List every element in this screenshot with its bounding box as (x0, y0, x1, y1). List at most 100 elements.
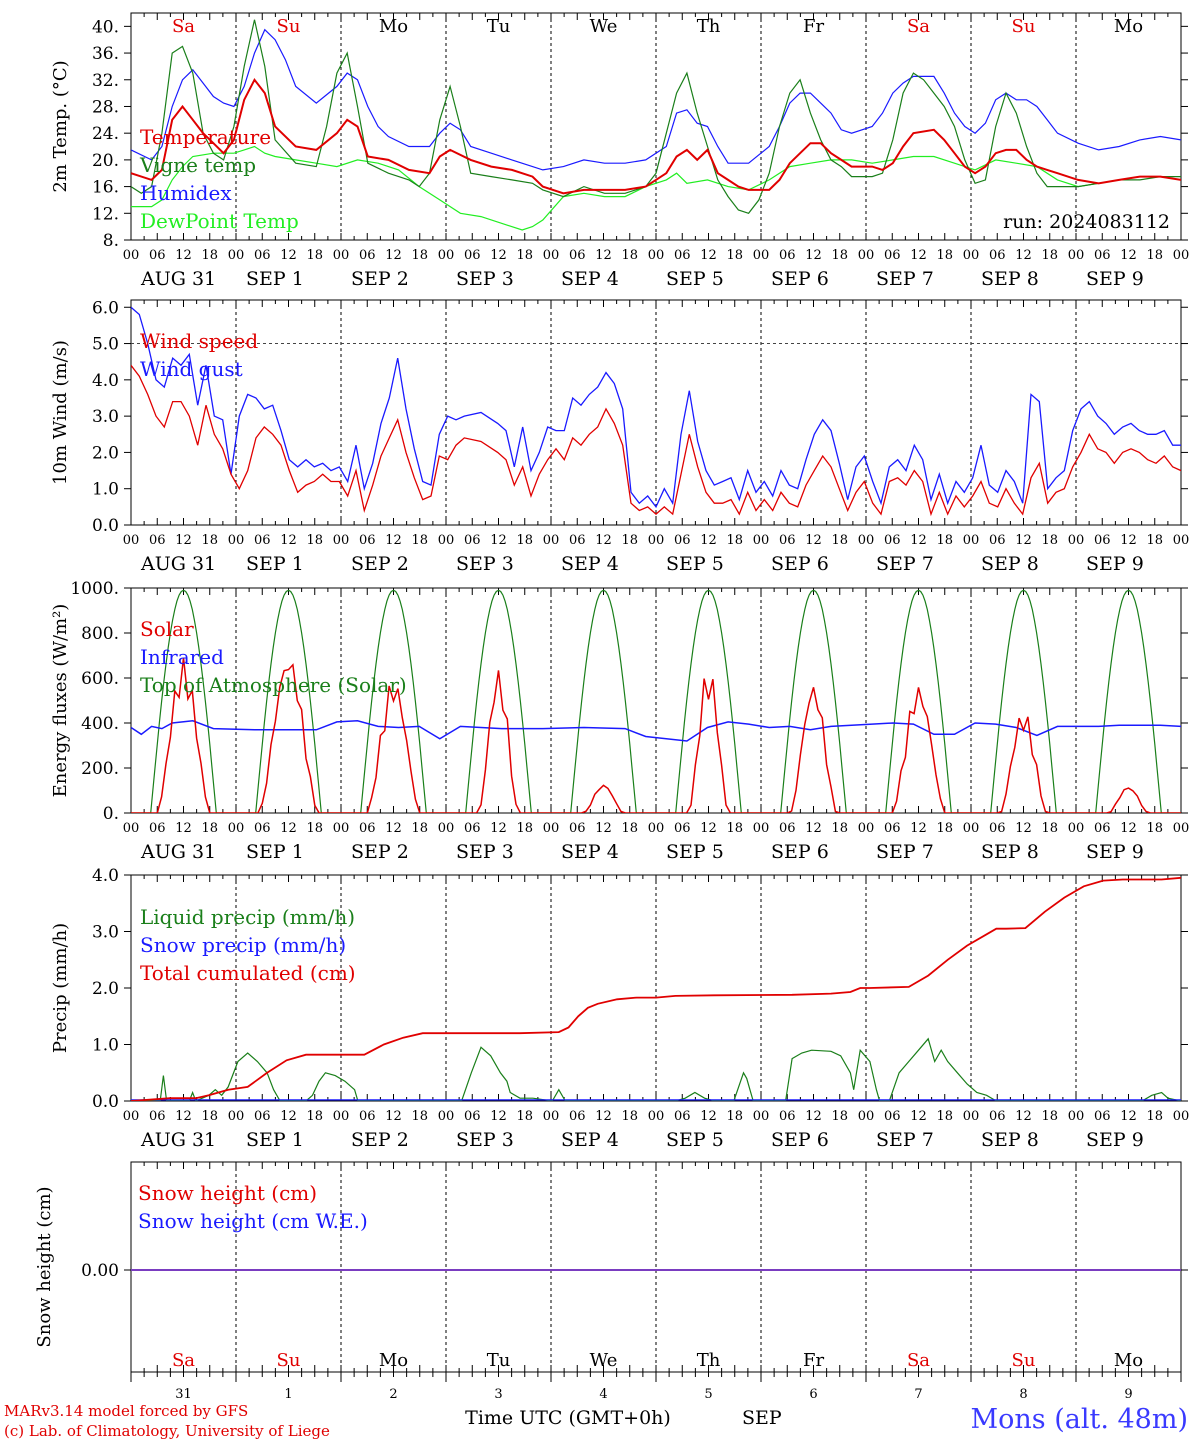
day-number: 1 (284, 1387, 292, 1402)
y-tick-label: 800. (81, 624, 119, 644)
date-label: SEP 5 (666, 1129, 724, 1151)
date-label: SEP 1 (246, 268, 304, 290)
date-label: SEP 8 (981, 268, 1039, 290)
series-vigne-temp (131, 19, 1181, 215)
hour-tick-label: 06 (149, 248, 166, 263)
y-tick-label: 0.00 (81, 1261, 119, 1281)
day-name: Mo (379, 1350, 408, 1371)
day-name: We (590, 16, 618, 37)
energy-legend-0: Solar (140, 617, 194, 641)
hour-tick-label: 12 (595, 821, 612, 836)
hour-tick-label: 06 (884, 1109, 901, 1124)
hour-tick-label: 12 (280, 248, 297, 263)
hour-tick-label: 18 (411, 1109, 428, 1124)
series-temperature (131, 77, 1181, 195)
series-toa (131, 589, 1181, 813)
date-label: SEP 5 (666, 841, 724, 863)
hour-tick-label: 00 (1068, 533, 1085, 548)
hour-tick-label: 18 (201, 248, 218, 263)
date-label: SEP 9 (1086, 1129, 1144, 1151)
hour-tick-label: 18 (1146, 821, 1163, 836)
panel-2 (130, 587, 1182, 814)
hour-tick-label: 00 (753, 533, 770, 548)
hour-tick-label: 06 (254, 533, 271, 548)
date-label: SEP 7 (876, 268, 934, 290)
hour-tick-label: 18 (726, 1109, 743, 1124)
run-label: run: 2024083112 (1003, 211, 1170, 233)
hour-tick-label: 18 (1041, 1109, 1058, 1124)
hour-tick-label: 06 (884, 821, 901, 836)
hour-tick-label: 00 (648, 821, 665, 836)
y-tick-label: 28. (92, 97, 119, 117)
hour-tick-label: 12 (490, 1109, 507, 1124)
date-label: SEP 5 (666, 268, 724, 290)
hour-tick-label: 00 (858, 821, 875, 836)
precip-legend-0: Liquid precip (mm/h) (140, 905, 355, 929)
date-label: SEP 5 (666, 553, 724, 575)
hour-tick-label: 12 (910, 1109, 927, 1124)
hour-tick-label: 18 (411, 248, 428, 263)
y-tick-label: 0.0 (92, 1092, 119, 1112)
hour-tick-label: 18 (516, 533, 533, 548)
y-axis-title: Energy fluxes (W/m²) (50, 604, 71, 798)
hour-tick-label: 12 (700, 821, 717, 836)
y-tick-label: 20. (92, 151, 119, 171)
day-name: Sa (172, 16, 195, 37)
hour-tick-label: 18 (306, 248, 323, 263)
day-name: Sa (172, 1350, 195, 1371)
hour-tick-label: 00 (333, 1109, 350, 1124)
day-number: 3 (494, 1387, 502, 1402)
hour-tick-label: 18 (936, 1109, 953, 1124)
day-name: Fr (803, 1350, 824, 1371)
hour-tick-label: 06 (149, 821, 166, 836)
hour-tick-label: 18 (831, 533, 848, 548)
hour-tick-label: 06 (569, 821, 586, 836)
date-label: SEP 8 (981, 553, 1039, 575)
date-label: SEP 7 (876, 553, 934, 575)
hour-tick-label: 06 (149, 1109, 166, 1124)
hour-tick-label: 18 (936, 533, 953, 548)
hour-tick-label: 12 (595, 1109, 612, 1124)
hour-tick-label: 00 (333, 248, 350, 263)
hour-tick-label: 06 (779, 1109, 796, 1124)
hour-tick-label: 00 (438, 248, 455, 263)
date-label: SEP 3 (456, 1129, 514, 1151)
hour-tick-label: 06 (779, 248, 796, 263)
temp-legend-0: Temperature (140, 125, 271, 149)
hour-tick-label: 18 (1041, 821, 1058, 836)
precip-legend-2: Total cumulated (cm) (140, 961, 356, 985)
hour-tick-label: 18 (831, 1109, 848, 1124)
hour-tick-label: 12 (280, 533, 297, 548)
hour-tick-label: 00 (648, 248, 665, 263)
series-wind-gust (131, 306, 1181, 509)
hour-tick-label: 00 (753, 821, 770, 836)
hour-tick-label: 00 (543, 821, 560, 836)
hour-tick-label: 00 (123, 248, 140, 263)
hour-tick-label: 18 (1146, 1109, 1163, 1124)
hour-tick-label: 00 (858, 248, 875, 263)
hour-tick-label: 06 (989, 1109, 1006, 1124)
panel-frame (130, 587, 1182, 814)
temp-legend-3: DewPoint Temp (140, 209, 299, 233)
credit-line-1: MARv3.14 model forced by GFS (4, 1402, 248, 1420)
hour-tick-label: 00 (858, 1109, 875, 1124)
date-label: AUG 31 (140, 841, 216, 863)
hour-tick-label: 00 (858, 533, 875, 548)
y-tick-label: 0.0 (92, 516, 119, 536)
y-tick-label: 3.0 (92, 407, 119, 427)
y-tick-label: 1.0 (92, 1036, 119, 1056)
hour-tick-label: 00 (1068, 248, 1085, 263)
hour-tick-label: 18 (726, 533, 743, 548)
y-tick-label: 16. (92, 178, 119, 198)
hour-tick-label: 00 (543, 533, 560, 548)
hour-tick-label: 18 (936, 248, 953, 263)
y-tick-label: 32. (92, 71, 119, 91)
day-name: Su (1012, 16, 1036, 37)
day-number: 7 (914, 1387, 922, 1402)
hour-tick-label: 12 (1015, 821, 1032, 836)
hour-tick-label: 06 (674, 248, 691, 263)
hour-tick-label: 12 (910, 248, 927, 263)
hour-tick-label: 06 (149, 533, 166, 548)
date-label: SEP 6 (771, 553, 829, 575)
hour-tick-label: 18 (936, 821, 953, 836)
